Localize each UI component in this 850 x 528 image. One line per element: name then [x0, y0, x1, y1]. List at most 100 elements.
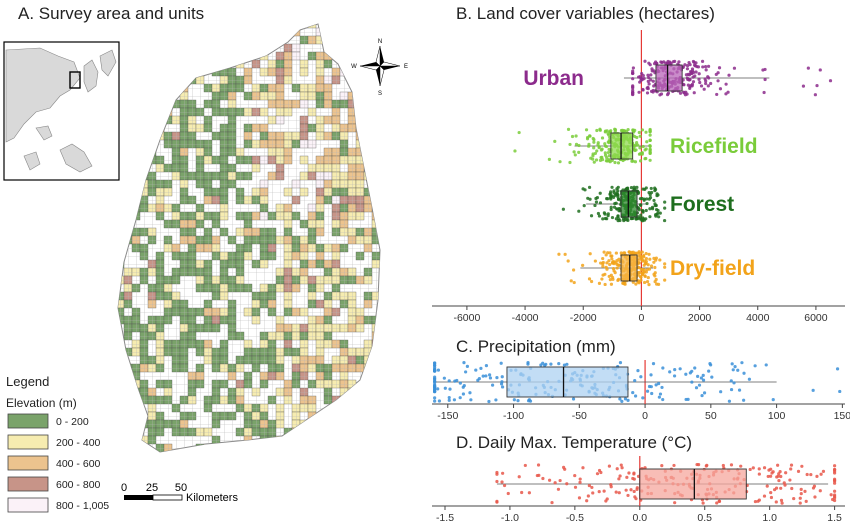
tick-label-d-4: 0.5	[697, 512, 712, 523]
legend-swatch-0	[7, 413, 49, 429]
series-d-point	[779, 498, 784, 503]
ricefield-point	[619, 128, 624, 133]
series-d-point	[502, 483, 507, 488]
tick-label-d-2: -0.5	[566, 512, 584, 523]
tick-label-c-4: 50	[705, 410, 717, 422]
urban-point	[828, 79, 833, 83]
series-d-point	[627, 471, 631, 475]
series-d-point	[631, 476, 635, 481]
series-c-point	[464, 370, 468, 374]
tick-label-b-3: 0	[638, 312, 644, 324]
series-d-point	[715, 501, 719, 505]
series-d-point	[762, 494, 767, 498]
series-d-point	[789, 467, 793, 471]
series-c-point	[657, 395, 661, 399]
urban-point	[697, 77, 701, 81]
ricefield-point	[648, 158, 652, 162]
series-d-point	[774, 500, 778, 504]
series-d-point	[535, 473, 539, 478]
urban-point	[690, 84, 694, 88]
forest-point	[653, 213, 658, 217]
series-d-point	[762, 466, 767, 470]
series-c-point	[672, 374, 677, 378]
urban-point	[691, 59, 696, 64]
series-d-point	[796, 469, 801, 473]
forest-point	[603, 212, 607, 216]
urban-point	[666, 59, 670, 64]
series-d-point	[541, 476, 545, 481]
forest-point	[603, 216, 608, 221]
urban-point	[651, 79, 655, 83]
series-d-point	[520, 490, 524, 495]
series-c-point	[645, 389, 650, 393]
tick-label-d-1: -1.0	[501, 512, 519, 523]
series-d-point	[788, 478, 792, 482]
dry-field-point	[637, 266, 641, 270]
forest-point	[587, 185, 592, 189]
series-d-point	[614, 490, 618, 494]
tick-label-d-5: 1.0	[762, 512, 777, 523]
series-c-point	[436, 387, 440, 391]
forest-point	[641, 187, 645, 191]
series-c-point	[699, 376, 703, 380]
urban-point	[637, 90, 641, 94]
series-d-point	[547, 478, 552, 482]
forest-label: Forest	[670, 193, 734, 216]
series-c-point	[618, 397, 622, 401]
ricefield-point	[638, 159, 643, 163]
ricefield-point	[610, 158, 614, 162]
series-d-point	[799, 492, 803, 496]
legend-label-0: 0 - 200	[56, 416, 89, 428]
series-d-point	[672, 463, 676, 468]
series-d-point	[609, 485, 613, 489]
series-d-point	[774, 486, 779, 490]
ricefield-point	[641, 144, 645, 149]
series-c-point	[727, 399, 732, 403]
series-c-point	[447, 379, 451, 383]
dry-field-point	[600, 277, 604, 281]
series-c-point	[736, 368, 740, 372]
urban-point	[695, 64, 699, 69]
ricefield-point	[591, 136, 595, 141]
ricefield-point	[608, 130, 612, 134]
survey-map: N E S W Legend Elevation (m) 0 - 200 200 …	[3, 23, 408, 513]
series-d-point	[813, 495, 817, 499]
ricefield-point	[634, 141, 639, 145]
ricefield-point	[572, 150, 576, 154]
series-d-point	[705, 463, 709, 467]
forest-point	[637, 208, 641, 212]
ricefield-point	[566, 127, 571, 131]
series-c-point	[481, 374, 485, 378]
dry-field-point	[605, 267, 609, 271]
dry-field-point	[601, 256, 605, 261]
forest-point	[653, 202, 657, 206]
ricefield-point	[638, 134, 642, 138]
series-c-point	[465, 364, 470, 368]
series-d-point	[789, 463, 794, 467]
series-c-point	[557, 361, 561, 366]
urban-point	[762, 90, 766, 95]
forest-point	[645, 201, 649, 206]
series-d-point	[660, 463, 664, 468]
series-c-point	[436, 368, 441, 372]
ricefield-point	[595, 149, 599, 153]
forest-point	[662, 218, 667, 223]
forest-point	[594, 200, 599, 204]
forest-point	[609, 205, 613, 209]
forest-point	[606, 197, 610, 201]
series-d-point	[819, 472, 823, 476]
urban-point	[699, 84, 704, 88]
urban-point	[706, 75, 710, 79]
series-d-point	[495, 470, 499, 475]
dry-field-point	[663, 278, 667, 282]
series-c-point	[697, 383, 702, 387]
legend-label-3: 600 - 800	[56, 479, 101, 491]
series-d-point	[527, 491, 531, 495]
forest-point	[640, 218, 644, 222]
urban-point	[687, 61, 691, 65]
dry-field-point	[642, 280, 647, 285]
series-d-point	[500, 480, 504, 484]
series-c-point	[458, 396, 462, 400]
series-c-point	[631, 390, 635, 395]
series-d-point	[769, 495, 774, 500]
